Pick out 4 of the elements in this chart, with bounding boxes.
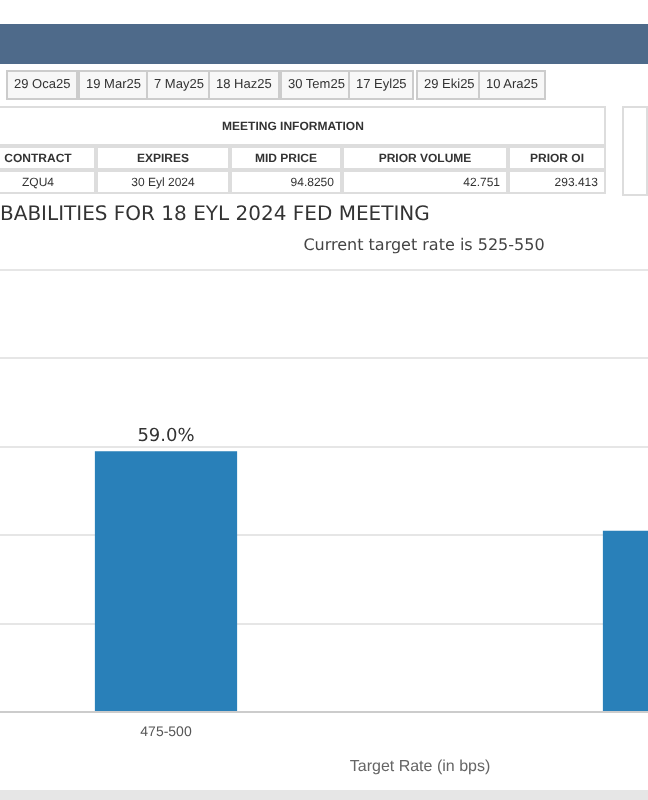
chart-subtitle: Current target rate is 525-550	[301, 236, 547, 254]
x-axis-title: Target Rate (in bps)	[349, 756, 491, 775]
chart-title: BABILITIES FOR 18 EYL 2024 FED MEETING	[0, 204, 430, 226]
data-label: 59.0%	[137, 426, 196, 447]
